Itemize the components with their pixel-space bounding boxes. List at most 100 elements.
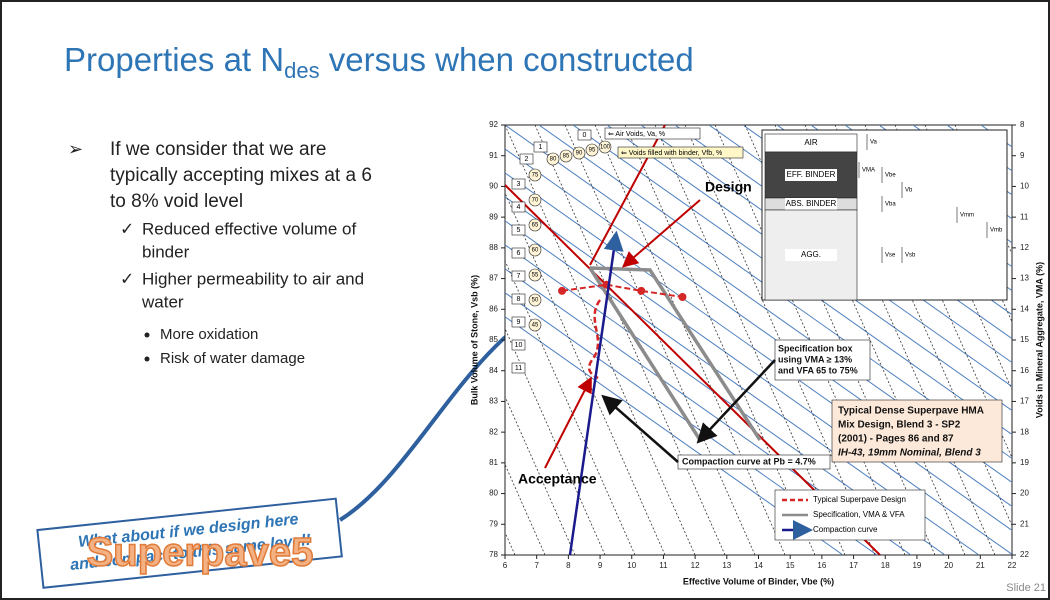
void-box [577, 129, 592, 141]
x-tick-label: 6 [503, 561, 508, 570]
compaction-arrow [601, 394, 679, 463]
volume-label: Vb [905, 188, 913, 194]
y2-tick-label: 15 [1020, 335, 1029, 344]
y2-tick-label: 13 [1020, 274, 1029, 283]
volume-label: VMA [862, 168, 875, 174]
series-line [568, 230, 624, 556]
check-marker: ✓ [120, 269, 134, 288]
void-box [511, 293, 526, 305]
void-box-label: 2 [525, 156, 529, 163]
void-box-label: 10 [515, 342, 523, 349]
x-tick-label: 11 [659, 561, 668, 570]
vfb-circle-label: 100 [600, 145, 611, 151]
volume-label: Vmb [990, 228, 1003, 234]
y-tick-label: 90 [489, 182, 498, 191]
vfb-circle [572, 146, 586, 160]
vfb-circle [528, 218, 542, 232]
y2-tick-label: 8 [1020, 120, 1025, 129]
legend-label: Specification, VMA & VFA [813, 510, 905, 519]
dot-text: More oxidation [160, 326, 258, 343]
key-text: ⇐ Air Voids, Va, % [608, 131, 665, 138]
vfb-circle-label: 50 [532, 298, 539, 304]
x-tick-label: 21 [976, 561, 985, 570]
y-tick-label: 87 [489, 274, 498, 283]
check-text: water [141, 292, 184, 311]
x-tick-label: 16 [817, 561, 826, 570]
void-box [511, 362, 526, 374]
logo: Superpave5 [87, 531, 314, 575]
void-line [505, 268, 912, 555]
vfb-circle-label: 95 [589, 148, 596, 154]
acceptance-arrow [544, 376, 592, 469]
check-text: binder [142, 242, 190, 261]
y2-axis-label: Voids in Mineral Aggregate, VMA (%) [1034, 262, 1044, 418]
bullet-text: to 8% void level [110, 191, 243, 212]
mix-note: Mix Design, Blend 3 - SP2 [838, 420, 961, 431]
void-box [533, 141, 548, 153]
compaction-note: Compaction curve at Pb = 4.7% [682, 456, 816, 466]
x-tick-label: 22 [1008, 561, 1017, 570]
phase-label: AIR [804, 138, 818, 147]
legend-label: Typical Superpave Design [813, 495, 906, 504]
y2-tick-label: 9 [1020, 151, 1025, 160]
void-line [505, 292, 878, 555]
design-point [678, 293, 687, 301]
vfb-circle-label: 55 [532, 273, 539, 279]
key-box [617, 146, 744, 159]
y-tick-label: 91 [489, 151, 498, 160]
bullet-text: If we consider that we are [110, 139, 327, 160]
volume-label: Vsb [905, 253, 916, 259]
void-box [511, 339, 526, 351]
y-tick-label: 86 [489, 304, 498, 313]
x-tick-label: 14 [754, 561, 763, 570]
bullets: ➢ If we consider that we are typically acc… [68, 139, 372, 367]
slide-number: Slide 21 [1006, 582, 1046, 594]
design-point [558, 286, 567, 295]
spec-note: and VFA 65 to 75% [778, 365, 858, 375]
void-box-label: 0 [583, 132, 587, 139]
void-line [572, 125, 1012, 436]
void-box-label: 8 [517, 296, 521, 303]
x-tick-label: 15 [786, 561, 795, 570]
vfb-circle [598, 140, 612, 154]
phase-label-bg [785, 249, 837, 261]
void-line [505, 196, 1012, 555]
bullet-text: typically accepting mixes at a 6 [110, 165, 372, 186]
void-box-label: 11 [515, 365, 522, 372]
void-box-label: 3 [517, 181, 521, 188]
design-arrow [621, 199, 701, 268]
y2-tick-label: 14 [1020, 304, 1029, 313]
key-box [604, 127, 701, 140]
y-tick-label: 88 [489, 243, 498, 252]
mix-note: Typical Dense Superpave HMA [838, 406, 984, 417]
vfb-circle-label: 75 [532, 173, 539, 179]
void-box-label: 9 [517, 319, 521, 326]
vfb-circle-label: 90 [576, 151, 583, 157]
x-tick-label: 10 [627, 561, 636, 570]
y2-tick-label: 21 [1020, 519, 1029, 528]
spec-note: using VMA ≥ 13% [778, 354, 852, 364]
vfb-circle [528, 318, 542, 332]
y-axis-label: Bulk Volume of Stone, Vsb (%) [469, 275, 479, 405]
vfb-circle-label: 45 [532, 323, 539, 329]
y2-tick-label: 18 [1020, 427, 1029, 436]
void-box [511, 270, 526, 282]
vfb-circle [528, 168, 542, 182]
y-tick-label: 83 [489, 397, 498, 406]
y-tick-label: 79 [489, 519, 498, 528]
volume-label: Vse [885, 253, 896, 259]
x-tick-label: 9 [598, 561, 603, 570]
y2-tick-label: 11 [1020, 212, 1029, 221]
void-line [505, 244, 946, 555]
y2-tick-label: 10 [1020, 182, 1029, 191]
x-tick-label: 12 [691, 561, 700, 570]
volume-label: Va [870, 140, 878, 146]
phase-label: EFF. BINDER [787, 170, 836, 179]
y-tick-label: 82 [489, 427, 498, 436]
y2-tick-label: 17 [1020, 397, 1029, 406]
vfb-circle [528, 268, 542, 282]
x-tick-label: 7 [534, 561, 539, 570]
vfb-circle-label: 65 [532, 223, 539, 229]
y2-tick-label: 16 [1020, 366, 1029, 375]
y-tick-label: 85 [489, 335, 498, 344]
